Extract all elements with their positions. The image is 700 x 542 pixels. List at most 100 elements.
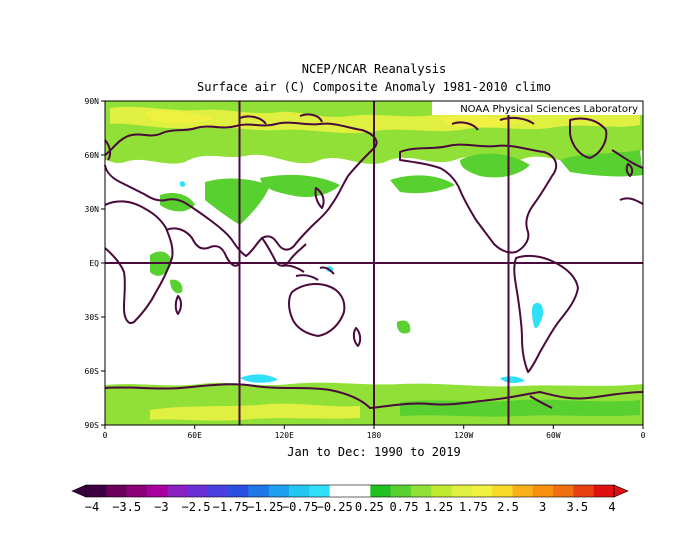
colorbar-swatch [492,485,513,497]
colorbar-swatch [390,485,412,497]
n-america-warm-patch [460,153,530,178]
antarctic-green-core [400,399,640,417]
north-america-coast [399,143,558,254]
coastlines [104,113,644,409]
colorbar-swatch [228,485,249,497]
indian-ocean-warm-patch [396,320,411,334]
south-pacific-cold-patch [500,376,525,383]
lat-tick-label: 30N [85,205,100,214]
colorbar-swatch [471,485,493,497]
antarctica-coast [104,383,644,409]
eurasia-warm-patch [205,178,270,225]
colorbar-label: −1.75 [213,500,249,514]
colorbar-label: 1.75 [459,500,488,514]
period-label: Jan to Dec: 1990 to 2019 [287,445,460,459]
colorbar-label: −4 [85,500,99,514]
lon-tick-label: 60W [546,431,561,440]
south-america-coast [513,254,579,373]
colorbar-label: 2.5 [497,500,519,514]
colorbar-swatch [86,485,107,497]
colorbar-label: −0.75 [282,500,318,514]
lon-tick-label: 180 [367,431,382,440]
lon-tick-label: 120W [454,431,473,440]
n-pacific-warm-patch [390,175,455,194]
colorbar-swatch [553,485,574,497]
colorbar-swatch [106,485,127,497]
southern-ocean-cold-patch [240,374,278,383]
lat-tick-label: 60N [85,151,100,160]
colorbar-swatch [431,485,452,497]
colorbar-swatch [512,485,534,497]
lat-tick-label: 90S [85,421,100,430]
iberia-coast [619,197,644,205]
figure-subtitle: Surface air (C) Composite Anomaly 1981-2… [197,80,551,94]
lon-tick-label: 120E [275,431,294,440]
colorbar-arrow-left [71,484,87,498]
colorbar-swatch [289,485,310,497]
colorbar-arrow-right [613,484,629,498]
colorbar-label: 3.5 [566,500,588,514]
new-zealand [352,327,362,347]
cold-anomaly-fields [179,181,544,383]
colorbar-swatch [350,485,371,497]
colorbar-label: −3.5 [112,500,141,514]
colorbar-swatch [248,485,270,497]
colorbar [71,484,629,498]
figure-title: NCEP/NCAR Reanalysis [302,62,447,76]
arctic-islands [239,113,535,131]
colorbar-swatch [532,485,554,497]
colorbar-label: −1.25 [247,500,283,514]
lat-tick-label: 90N [85,97,100,106]
greenland-coast [569,117,608,159]
colorbar-label: 4 [608,500,615,514]
colorbar-swatch [187,485,209,497]
colorbar-label: −0.25 [317,500,353,514]
europe-asia-coast [104,121,378,257]
arctic-yellow-patch-2 [440,115,520,128]
antarctic-strong-warm [150,403,360,421]
lon-tick-label: 60E [187,431,202,440]
lat-tick-label: 60S [85,367,100,376]
map-panel: NOAA Physical Sciences Laboratory [104,100,644,426]
british-isles [625,163,634,177]
nw-africa-warm-patch [160,193,195,212]
colorbar-label: 3 [539,500,546,514]
colorbar-swatch [268,485,290,497]
europe-east-edge [611,149,644,169]
grid-lines [105,101,643,425]
australia-coast [288,283,346,337]
arctic-yellow-patch-1 [145,110,215,123]
lat-tick-label: 30S [85,313,100,322]
colorbar-label: 0.25 [355,500,384,514]
colorbar-swatch [593,485,615,497]
colorbar-swatch [451,485,473,497]
japan-coast [314,187,325,209]
lon-tick-labels: 0 60E 120E 180 120W 60W 0 [103,431,646,440]
antarctic-peninsula [529,395,553,409]
s-africa-warm-patch [170,279,183,294]
colorbar-label: 1.25 [424,500,453,514]
colorbar-swatch [309,485,330,497]
lat-axis [101,100,105,426]
colorbar-label: 0.75 [390,500,419,514]
colorbar-swatch [146,485,168,497]
russia-cold-spot [179,181,186,187]
chile-cold-patch [531,302,544,329]
colorbar-frame [85,484,615,498]
madagascar [174,295,182,315]
colorbar-swatch [329,485,351,497]
colorbar-label: −3 [154,500,168,514]
lon-tick-label: 0 [103,431,108,440]
colorbar-swatch [207,485,229,497]
colorbar-swatch [410,485,432,497]
africa-coast [104,200,174,324]
colorbar-swatch [167,485,188,497]
lat-tick-label: EQ [89,259,99,268]
lat-tick-labels: 90N 60N 30N EQ 30S 60S 90S [85,97,100,430]
colorbar-label: −2.5 [182,500,211,514]
indonesia-islands [281,264,335,281]
colorbar-labels: −4 −3.5 −3 −2.5 −1.75−1.25−0.75−0.25 0.25 0.75… [85,500,616,514]
colorbar-swatch [370,485,391,497]
lon-axis [104,425,644,429]
